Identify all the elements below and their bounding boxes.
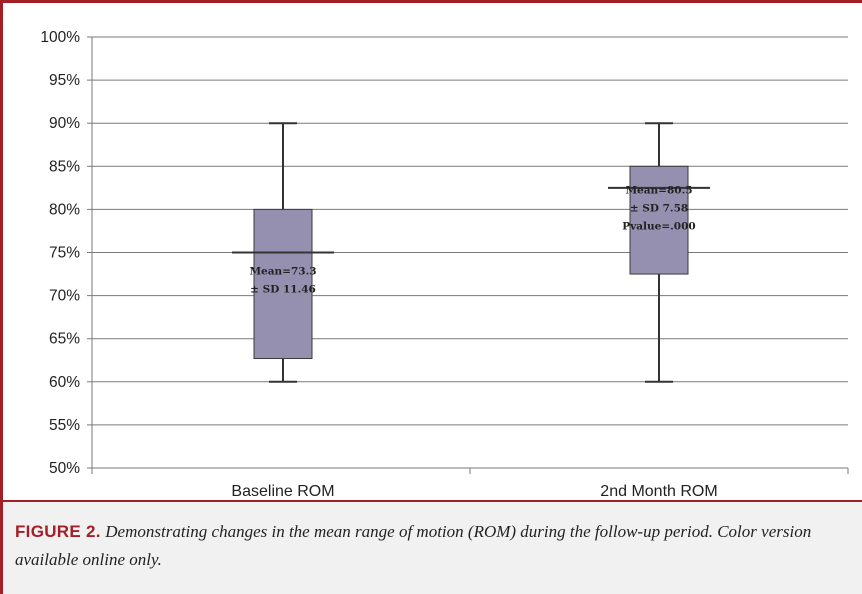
ytick-label-75: 75%: [49, 245, 80, 262]
ytick-label-50: 50%: [49, 460, 80, 477]
ytick-label-65: 65%: [49, 331, 80, 348]
category-label-1: 2nd Month ROM: [600, 483, 717, 500]
ytick-label-70: 70%: [49, 288, 80, 305]
box-annotation-1-0: Mean=80.5: [625, 184, 692, 196]
boxes: Mean=73.3 ± SD 11.46 Mean=80.5 ± SD 7.58 Pva…: [232, 122, 710, 383]
box-body-1: [629, 165, 689, 275]
box-body-0: [253, 208, 313, 360]
box-1: Mean=80.5 ± SD 7.58 Pvalue=.000: [608, 122, 710, 383]
gridlines: [92, 36, 848, 469]
ytick-label-60: 60%: [49, 374, 80, 391]
ytick-label-95: 95%: [49, 72, 80, 89]
ytick-label-55: 55%: [49, 417, 80, 434]
box-annotation-0-0: Mean=73.3: [249, 266, 316, 278]
ytick-label-90: 90%: [49, 115, 80, 132]
figure-caption: FIGURE 2. Demonstrating changes in the m…: [3, 500, 862, 594]
box-plot-chart: 50% 55% 60% 65% 70% 75% 80% 85% 90% 95% 100% Mean=…: [40, 29, 849, 500]
box-annotation-1-2: Pvalue=.000: [622, 220, 695, 232]
category-label-0: Baseline ROM: [231, 483, 334, 500]
caption-text: Demonstrating changes in the mean range …: [15, 522, 812, 569]
ytick-label-85: 85%: [49, 158, 80, 175]
box-0: Mean=73.3 ± SD 11.46: [232, 122, 334, 383]
y-axis-ticks: 50% 55% 60% 65% 70% 75% 80% 85% 90% 95% 100%: [40, 29, 92, 477]
ytick-label-80: 80%: [49, 201, 80, 218]
x-axis-categories: Baseline ROM 2nd Month ROM: [231, 483, 717, 500]
box-annotation-0-1: ± SD 11.46: [250, 284, 316, 296]
box-annotation-1-1: ± SD 7.58: [630, 202, 688, 214]
axes: [91, 37, 849, 474]
caption-label: FIGURE 2.: [15, 522, 101, 541]
ytick-label-100: 100%: [40, 29, 80, 46]
